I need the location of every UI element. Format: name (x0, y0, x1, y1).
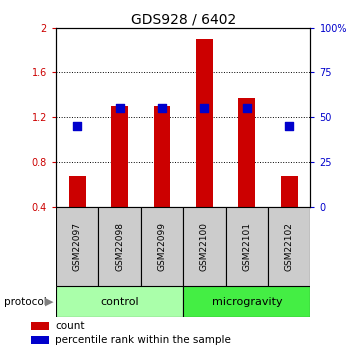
Text: GSM22101: GSM22101 (242, 222, 251, 271)
Text: microgravity: microgravity (212, 297, 282, 307)
Point (244, 106, 250, 111)
Text: GSM22097: GSM22097 (73, 222, 82, 271)
Bar (56, 207, 98, 286)
Bar (31, 336, 49, 344)
Bar (238, 98, 255, 207)
Point (286, 124, 292, 129)
Text: control: control (100, 297, 139, 307)
Text: GSM22099: GSM22099 (157, 222, 166, 271)
Bar (98, 207, 141, 286)
Point (117, 106, 122, 111)
Bar (69, 176, 86, 207)
Bar (153, 106, 170, 207)
Point (159, 106, 165, 111)
Bar (56, 286, 183, 317)
Point (201, 106, 207, 111)
Text: ▶: ▶ (45, 297, 53, 307)
Bar (281, 176, 298, 207)
Text: protocol: protocol (4, 297, 46, 307)
Point (74, 124, 80, 129)
Bar (226, 207, 268, 286)
Bar (111, 106, 128, 207)
Title: GDS928 / 6402: GDS928 / 6402 (131, 12, 236, 27)
Text: GSM22102: GSM22102 (285, 222, 294, 271)
Text: GSM22098: GSM22098 (115, 222, 124, 271)
Text: GSM22100: GSM22100 (200, 222, 209, 271)
Bar (268, 207, 310, 286)
Bar (183, 207, 226, 286)
Text: count: count (56, 321, 85, 331)
Text: percentile rank within the sample: percentile rank within the sample (56, 335, 231, 345)
Bar (196, 39, 213, 207)
Bar (31, 322, 49, 330)
Bar (183, 286, 310, 317)
Bar (141, 207, 183, 286)
